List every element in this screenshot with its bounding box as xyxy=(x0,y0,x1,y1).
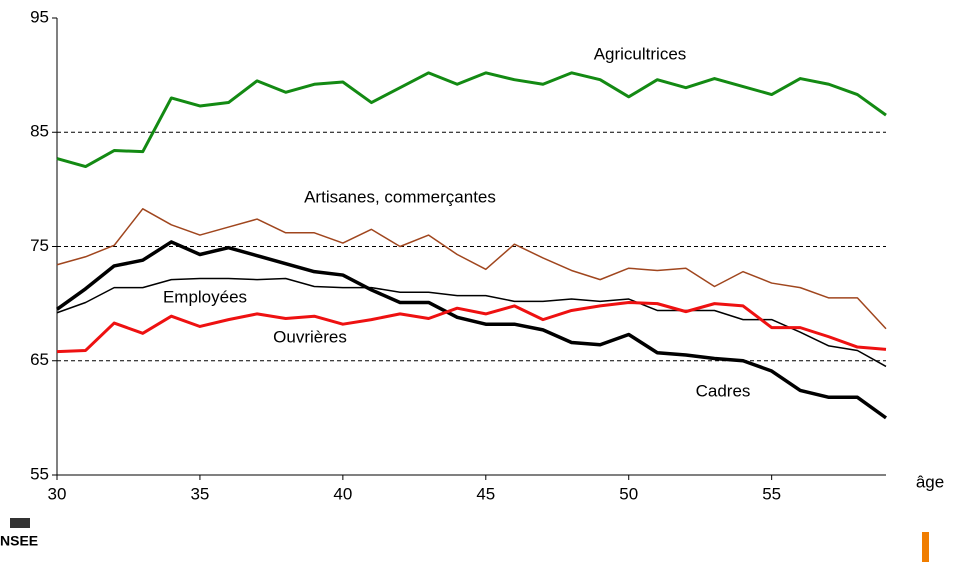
x-tick-label: 55 xyxy=(762,484,781,503)
x-axis-label: âge xyxy=(916,472,944,491)
series-line xyxy=(56,277,887,368)
series-line xyxy=(55,240,888,420)
y-tick-label: 85 xyxy=(30,122,49,141)
y-tick-label: 95 xyxy=(30,7,49,26)
logo: NSEE xyxy=(0,533,38,549)
series-label: Cadres xyxy=(696,381,751,400)
x-tick-label: 45 xyxy=(476,484,495,503)
logo-mark xyxy=(10,518,30,528)
series-line xyxy=(56,208,887,330)
x-tick-label: 30 xyxy=(48,484,67,503)
x-tick-label: 40 xyxy=(333,484,352,503)
series-line xyxy=(56,300,887,354)
x-tick-label: 35 xyxy=(190,484,209,503)
series-label: Artisanes, commerçantes xyxy=(304,187,496,206)
y-tick-label: 65 xyxy=(30,350,49,369)
brand-bar xyxy=(922,532,929,562)
series-label: Ouvrières xyxy=(273,327,347,346)
series-label: Agricultrices xyxy=(594,44,687,63)
y-tick-label: 55 xyxy=(30,464,49,483)
series-label: Employées xyxy=(163,287,247,306)
x-tick-label: 50 xyxy=(619,484,638,503)
series-line xyxy=(56,71,887,169)
y-tick-label: 75 xyxy=(30,236,49,255)
